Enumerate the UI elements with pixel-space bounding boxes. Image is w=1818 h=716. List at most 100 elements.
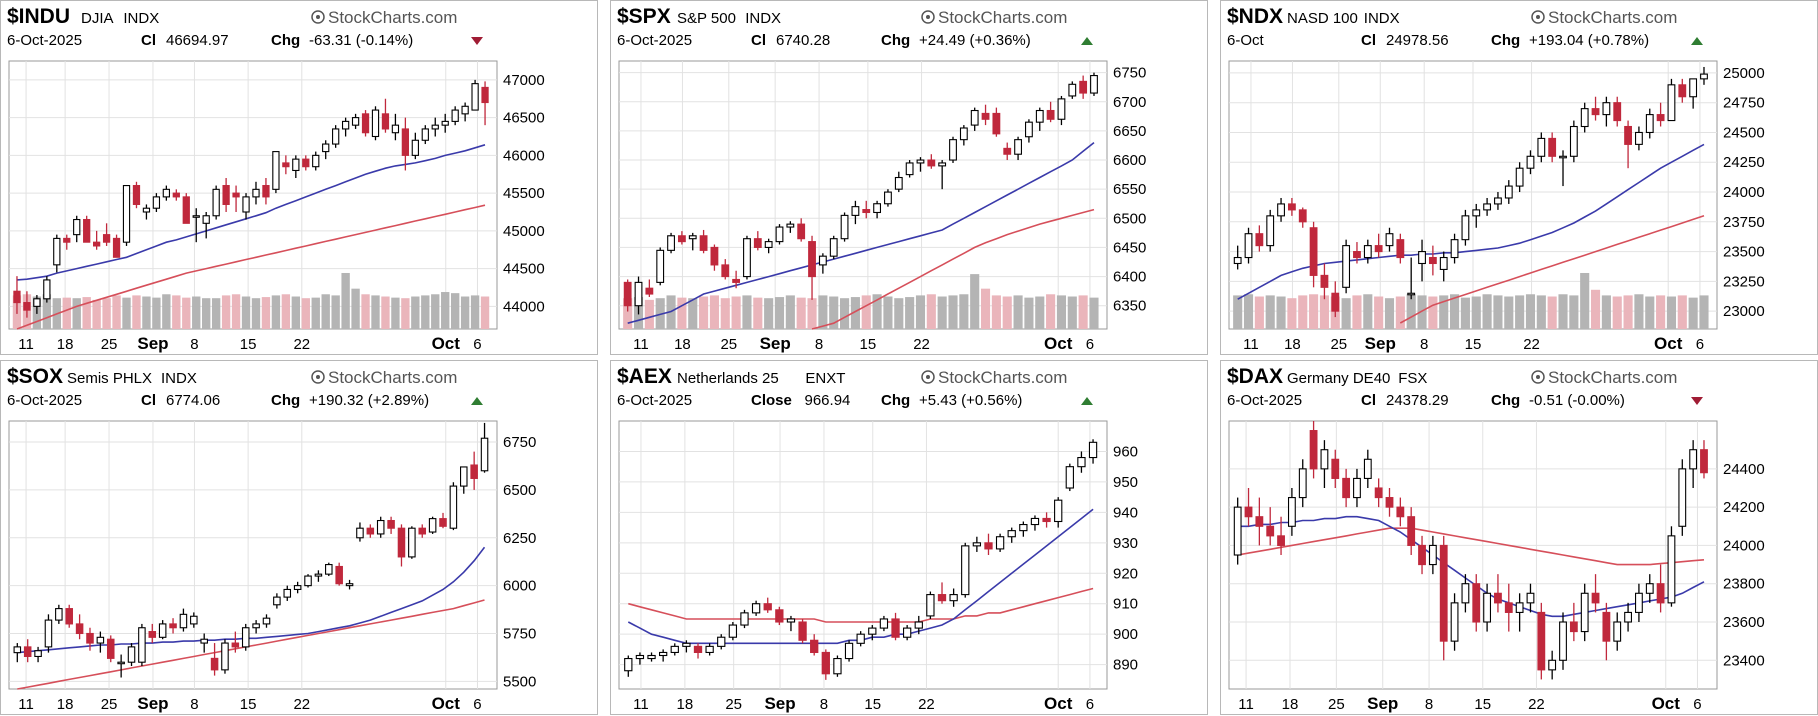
candlestick (1057, 95, 1066, 126)
candle-body (829, 238, 838, 257)
candle-body (33, 298, 41, 307)
candle-body (1396, 506, 1405, 518)
candlestick (1461, 574, 1470, 613)
volume-bar (1525, 294, 1536, 329)
candlestick (1396, 233, 1405, 264)
candle-body (1559, 621, 1567, 661)
candle-body (325, 564, 333, 575)
y-tick-label: 910 (1113, 596, 1138, 613)
volume-bar (291, 296, 301, 329)
candle-body (65, 608, 73, 625)
x-tick-label: Oct (432, 694, 461, 713)
candle-body (1472, 583, 1481, 623)
candlestick (1298, 459, 1307, 508)
watermark-text: StockCharts.com (328, 368, 457, 387)
volume-bar (241, 296, 251, 329)
close-value: 24978.56 (1386, 32, 1449, 49)
candlestick (1363, 239, 1372, 264)
x-tick-label: 18 (677, 696, 694, 713)
y-tick-label: 25000 (1723, 65, 1765, 82)
chart-exchange: FSX (1398, 370, 1427, 387)
candlestick (449, 482, 458, 531)
candle-body (439, 518, 447, 527)
candlestick (1003, 142, 1012, 161)
volume-bar (1363, 294, 1373, 329)
candle-body (376, 519, 385, 535)
candle-body (480, 437, 489, 472)
volume-bar (731, 296, 741, 329)
chart-date: 6-Oct (1227, 32, 1265, 49)
candlestick (387, 516, 395, 534)
candle-body (1287, 203, 1296, 211)
candle-body (1569, 125, 1578, 157)
chart-name: S&P 500 (677, 10, 736, 27)
candle-body (1298, 209, 1307, 223)
volume-bar (991, 295, 1001, 329)
direction-up-icon (1691, 37, 1703, 45)
candlestick (743, 235, 751, 280)
volume-bar (915, 295, 926, 329)
stockcharts-watermark: StockCharts.com (311, 368, 457, 387)
candlestick (1374, 233, 1383, 258)
candle-body (1494, 592, 1502, 604)
candlestick (1548, 132, 1557, 163)
candlestick (1645, 574, 1654, 603)
volume-bar (1341, 298, 1351, 329)
candlestick (728, 622, 738, 641)
y-tick-label: 46500 (503, 110, 545, 127)
candle-body (23, 646, 32, 658)
candle-body (1407, 292, 1416, 296)
candlestick (844, 640, 854, 662)
volume-bar (980, 288, 991, 329)
y-tick-label: 44500 (503, 261, 545, 278)
candle-body (1483, 592, 1492, 623)
volume-bar (1482, 294, 1492, 329)
candle-body (138, 627, 146, 663)
candle-body (471, 83, 479, 111)
candlestick (292, 155, 300, 179)
chart-panel-indu: $INDU DJIA INDX StockCharts.com 6-Oct-2025 Cl… (0, 0, 598, 355)
candle-body (833, 657, 842, 675)
candlestick (262, 614, 271, 628)
candlestick (1363, 449, 1372, 488)
candle-body (93, 241, 101, 247)
volume-bar (1493, 295, 1503, 329)
volume-bar (840, 298, 850, 329)
candle-body (751, 603, 761, 614)
candle-body (112, 237, 121, 258)
candlestick (302, 155, 310, 171)
x-tick-label: 8 (190, 696, 198, 713)
candlestick (1667, 78, 1676, 122)
candlestick (117, 654, 125, 678)
candlestick (34, 646, 42, 663)
x-tick-label: 15 (864, 696, 881, 713)
volume-bar (431, 294, 440, 329)
candlestick (873, 200, 882, 219)
y-tick-label: 950 (1113, 474, 1138, 491)
candle-body (1613, 102, 1622, 122)
x-tick-label: 6 (1696, 336, 1704, 353)
volume-bar (818, 295, 828, 329)
volume-bar (1439, 295, 1449, 329)
volume-bar (231, 294, 241, 329)
volume-bar (331, 295, 340, 329)
volume-bar (677, 297, 687, 329)
candlestick (190, 612, 198, 628)
chart-date: 6-Oct-2025 (1227, 392, 1302, 409)
candlestick (1233, 245, 1242, 270)
y-tick-label: 5500 (503, 673, 536, 690)
candle-body (1591, 592, 1600, 604)
volume-bar (1067, 296, 1077, 329)
plot-area (8, 420, 498, 690)
candle-body (786, 618, 796, 623)
candle-body (1439, 256, 1448, 270)
candle-body (55, 608, 63, 621)
candle-body (1645, 583, 1654, 594)
candlestick (1244, 227, 1253, 264)
candlestick (1233, 497, 1242, 565)
candlestick (192, 208, 200, 243)
chart-date: 6-Oct-2025 (7, 392, 82, 409)
x-tick-label: Sep (764, 694, 795, 713)
volume-bar (1450, 294, 1460, 329)
change-label: Chg (1491, 32, 1520, 49)
